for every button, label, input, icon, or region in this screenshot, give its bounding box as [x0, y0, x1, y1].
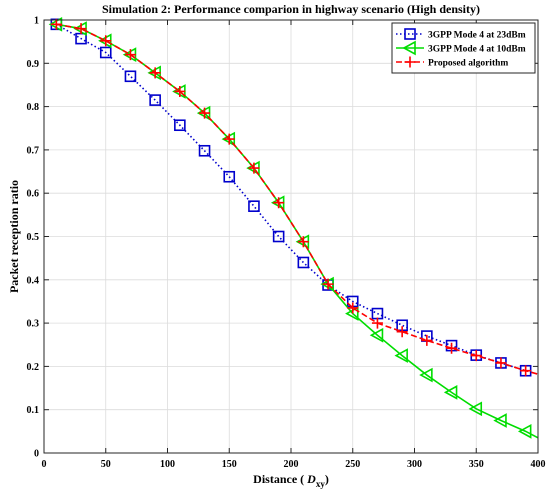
data-point: [198, 144, 211, 157]
y-tick-label: 0.3: [27, 319, 40, 330]
legend-entry-1: 3GPP Mode 4 at 10dBm: [396, 40, 526, 56]
y-tick-label: 1: [34, 16, 39, 27]
data-point: [174, 85, 186, 97]
x-tick-label: 300: [407, 459, 422, 470]
data-point: [273, 197, 285, 209]
data-point: [517, 424, 532, 439]
y-tick-label: 0.4: [27, 275, 40, 286]
data-point: [371, 317, 383, 329]
data-point: [369, 327, 384, 343]
data-point: [199, 107, 211, 119]
y-tick-label: 0.9: [27, 59, 40, 70]
data-point: [124, 70, 137, 83]
data-point: [99, 46, 112, 59]
data-point: [520, 365, 532, 377]
x-axis-label: Distance ( Dxy): [253, 472, 329, 489]
data-point: [272, 230, 285, 243]
data-point: [347, 302, 359, 314]
y-tick-label: 0.5: [27, 232, 40, 243]
x-tick-label: 150: [222, 459, 237, 470]
data-point: [404, 28, 416, 40]
data-point: [421, 334, 433, 346]
legend-label: Proposed algorithm: [428, 59, 508, 69]
data-point: [223, 170, 236, 183]
data-point: [404, 56, 416, 68]
x-axis-label-text: Distance (: [253, 472, 304, 486]
y-axis-label: Packet reception ratio: [7, 180, 21, 293]
x-tick-label: 350: [469, 459, 484, 470]
x-tick-label: 100: [160, 459, 175, 470]
series-line: [56, 23, 539, 375]
data-point: [223, 133, 235, 145]
data-point: [402, 40, 416, 56]
data-point: [322, 278, 334, 290]
grid: [43, 19, 539, 454]
data-point: [470, 350, 482, 362]
y-tick-label: 0.1: [27, 405, 40, 416]
data-point: [297, 236, 309, 248]
x-tick-label: 50: [101, 459, 111, 470]
data-point: [468, 401, 483, 417]
legend: 3GPP Mode 4 at 23dBm 3GPP Mode 4 at 10dBm…: [391, 22, 536, 74]
ticks: 0 50 100 150 200 250 300 350 400 0 0.1 0.2 0.3 0.4 0.5…: [27, 16, 546, 471]
data-point: [100, 35, 112, 47]
data-point: [443, 385, 458, 400]
x-tick-label: 200: [284, 459, 299, 470]
legend-label: 3GPP Mode 4 at 10dBm: [428, 45, 526, 55]
series-1: [48, 16, 539, 439]
x-tick-label: 0: [42, 459, 47, 470]
legend-label: 3GPP Mode 4 at 23dBm: [428, 31, 526, 41]
data-point: [174, 119, 186, 132]
x-tick-label: 250: [345, 459, 360, 470]
data-point: [124, 49, 136, 61]
data-point: [149, 94, 161, 106]
y-tick-label: 0: [34, 449, 39, 460]
data-point: [248, 162, 260, 174]
data-point: [248, 200, 260, 212]
data-point: [297, 256, 310, 269]
x-axis-label-close: ): [325, 472, 329, 486]
series-layer: [48, 16, 539, 439]
series-line: [55, 23, 526, 372]
y-tick-label: 0.7: [27, 145, 40, 156]
x-axis-label-symbol: D: [306, 472, 316, 486]
data-point: [50, 18, 62, 30]
legend-entry-0: 3GPP Mode 4 at 23dBm: [396, 28, 526, 41]
y-tick-label: 0.6: [27, 189, 40, 200]
y-tick-label: 0.8: [27, 102, 40, 113]
data-point: [75, 23, 87, 35]
legend-entry-2: Proposed algorithm: [396, 56, 508, 69]
y-tick-label: 0.2: [27, 362, 40, 373]
data-point: [149, 67, 161, 79]
data-point: [446, 342, 458, 354]
data-point: [396, 326, 408, 338]
x-axis-label-subscript: xy: [316, 479, 326, 489]
data-point: [419, 367, 433, 383]
chart-title: Simulation 2: Performance comparion in h…: [102, 2, 480, 16]
data-point: [394, 348, 408, 363]
data-point: [495, 357, 507, 369]
x-tick-label: 400: [531, 459, 546, 470]
data-point: [493, 413, 507, 428]
series-2: [50, 18, 539, 377]
